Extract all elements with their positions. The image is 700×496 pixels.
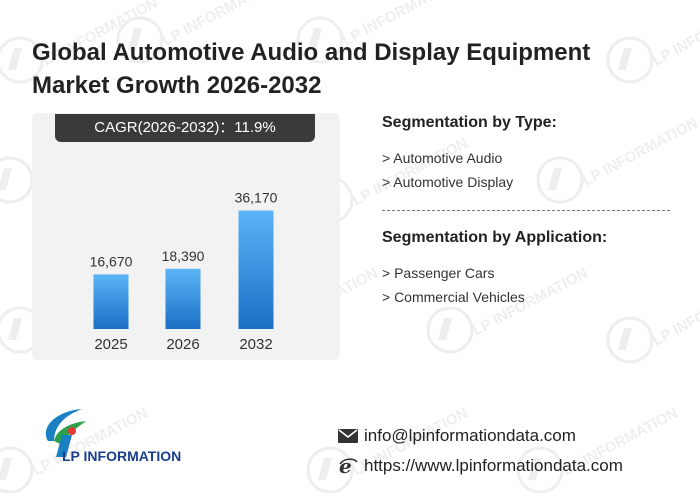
segmentation-application-heading: Segmentation by Application:	[382, 229, 608, 246]
bar-value-label: 36,170	[235, 190, 278, 206]
lp-logo: LP INFORMATION	[45, 409, 181, 464]
category-label: 2032	[239, 336, 272, 353]
segmentation-application-item: > Passenger Cars	[382, 265, 495, 281]
bar-2025	[93, 274, 129, 329]
section-divider	[382, 210, 670, 211]
page-title: Global Automotive Audio and Display Equi…	[32, 36, 672, 102]
category-label: 2025	[94, 336, 127, 353]
bar-value-label: 16,670	[90, 253, 133, 269]
segmentation-application-item: > Commercial Vehicles	[382, 289, 525, 305]
website-row[interactable]: e https://www.lpinformationdata.com	[338, 454, 623, 478]
title-line-2: Market Growth 2026-2032	[32, 72, 322, 99]
bar-value-label: 18,390	[162, 248, 205, 264]
bar-2032	[238, 210, 274, 329]
logo-text: LP INFORMATION	[62, 448, 181, 464]
segmentation-type-item: > Automotive Display	[382, 174, 514, 190]
email-row[interactable]: info@lpinformationdata.com	[338, 424, 623, 448]
title-line-1: Global Automotive Audio and Display Equi…	[32, 39, 591, 66]
cagr-badge: CAGR(2026-2032)：11.9%	[55, 114, 315, 142]
web-icon: e	[339, 456, 358, 476]
segmentation-panel: Segmentation by Type: > Automotive Audio…	[382, 114, 672, 305]
segmentation-type-item: > Automotive Audio	[382, 150, 503, 166]
segmentation-type-heading: Segmentation by Type:	[382, 114, 557, 131]
category-label: 2026	[166, 336, 199, 353]
contact-block: info@lpinformationdata.com e https://www…	[338, 424, 623, 484]
bar-chart: 16,670 2025 18,390 2026 36,170 2032	[90, 190, 278, 353]
website-link[interactable]: https://www.lpinformationdata.com	[364, 456, 623, 475]
mail-icon	[338, 429, 358, 443]
email-link[interactable]: info@lpinformationdata.com	[364, 426, 576, 445]
bar-2026	[165, 268, 201, 329]
lp-logo-icon	[45, 409, 86, 457]
